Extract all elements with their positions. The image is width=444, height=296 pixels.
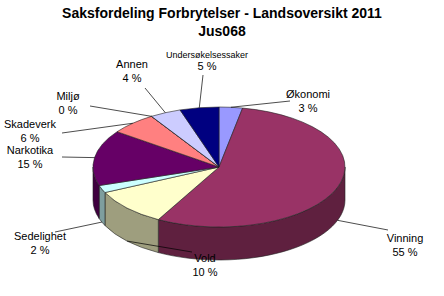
leader-line [338, 220, 388, 230]
leader-line [145, 88, 165, 113]
category-label: Sedelighet [14, 230, 66, 242]
pie-chart: Saksfordeling Forbrytelser - Landsoversi… [0, 0, 444, 296]
chart-title: Saksfordeling Forbrytelser - Landsoversi… [62, 5, 382, 21]
value-label: 10 % [192, 266, 217, 278]
category-label: Annen [116, 58, 148, 70]
leader-line [90, 106, 151, 116]
leader-line [62, 157, 95, 159]
category-label: Miljø [56, 90, 79, 102]
value-label: 55 % [392, 246, 417, 258]
pie-slice [180, 107, 219, 167]
value-label: 5 % [198, 60, 217, 72]
leader-line [231, 101, 290, 107]
chart-container: Saksfordeling Forbrytelser - Landsoversi… [0, 0, 444, 296]
value-label: 0 % [59, 104, 78, 116]
pie-tops [93, 107, 345, 227]
value-label: 6 % [21, 132, 40, 144]
value-label: 2 % [31, 244, 50, 256]
value-label: 15 % [17, 158, 42, 170]
category-label: Undersøkelsessaker [166, 50, 248, 60]
category-label: Skadeverk [4, 118, 56, 130]
category-label: Økonomi [286, 88, 330, 100]
chart-subtitle: Jus068 [198, 23, 246, 39]
leader-line [127, 241, 192, 252]
leader-line [62, 123, 133, 133]
category-label: Vinning [387, 232, 424, 244]
data-labels: Økonomi 3 % Vinning 55 % Vold 10 % Sedelighet 2… [4, 50, 423, 278]
category-label: Vold [194, 252, 215, 264]
leader-line [199, 75, 203, 108]
category-label: Narkotika [7, 144, 54, 156]
value-label: 4 % [123, 72, 142, 84]
value-label: 3 % [299, 102, 318, 114]
